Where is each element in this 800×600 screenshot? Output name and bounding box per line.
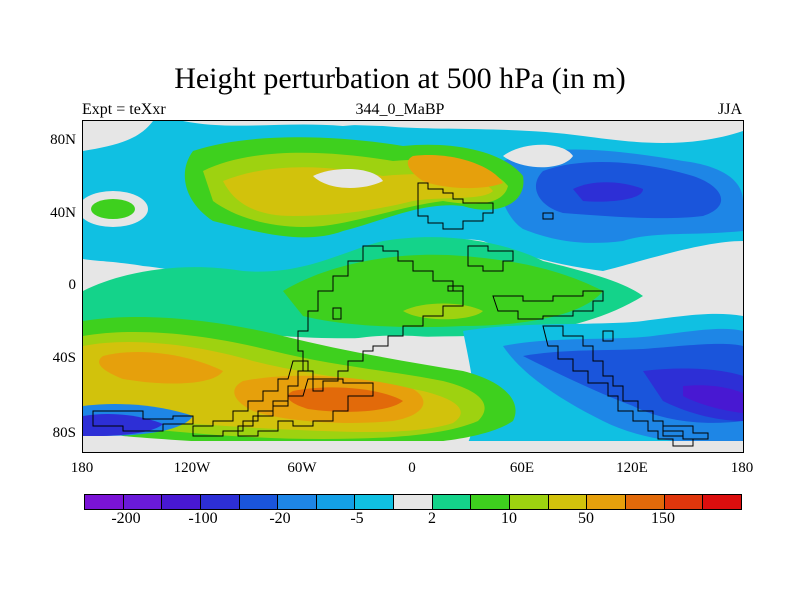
coastline xyxy=(417,182,494,230)
lon-label: 120E xyxy=(616,460,648,476)
colorbar-label: 50 xyxy=(578,510,594,527)
colorbar-swatch xyxy=(162,495,201,509)
coastline xyxy=(447,285,464,292)
colorbar-swatch xyxy=(200,495,240,509)
colorbar-label: -5 xyxy=(350,510,364,527)
lon-label: 180 xyxy=(730,460,754,476)
coastline xyxy=(542,212,554,220)
contour-region xyxy=(283,254,603,328)
lat-label: 40N xyxy=(50,205,76,221)
colorbar-swatch xyxy=(664,495,704,509)
lon-label: 0 xyxy=(408,460,416,476)
colorbar-label: -20 xyxy=(269,510,291,527)
colorbar-swatch xyxy=(625,495,665,509)
lat-label: 80N xyxy=(50,132,76,148)
colorbar-label: -200 xyxy=(111,510,141,527)
colorbar-swatch xyxy=(239,495,279,509)
contour-region xyxy=(288,387,403,412)
colorbar-swatch xyxy=(548,495,588,509)
lat-label: 0 xyxy=(68,277,77,293)
lat-label: 40S xyxy=(52,350,76,366)
colorbar-swatch xyxy=(123,495,163,509)
contour-region xyxy=(83,121,153,151)
lat-label: 80S xyxy=(52,425,76,441)
chart-title: Height perturbation at 500 hPa (in m) xyxy=(174,62,626,95)
period-label: 344_0_MaBP xyxy=(355,101,445,118)
coastline xyxy=(467,245,514,272)
colorbar-swatch xyxy=(316,495,356,509)
lon-label: 60W xyxy=(287,460,317,476)
coastline xyxy=(662,425,709,440)
contour-region xyxy=(407,155,503,189)
colorbar-label: 150 xyxy=(651,510,675,527)
coastline xyxy=(192,360,309,437)
colorbar-label: 10 xyxy=(501,510,517,527)
colorbar-swatch xyxy=(432,495,472,509)
coastline xyxy=(297,245,464,392)
colorbar-swatch xyxy=(510,495,549,509)
colorbar-swatch xyxy=(394,495,433,509)
lon-label: 180 xyxy=(70,460,94,476)
continent-outlines xyxy=(92,182,709,447)
contour-region xyxy=(503,144,573,168)
coastline xyxy=(237,378,374,437)
contour-map xyxy=(82,120,744,453)
contour-region xyxy=(91,199,135,219)
contour-region xyxy=(343,335,483,358)
colorbar-swatch xyxy=(471,495,511,509)
colorbar-swatch xyxy=(587,495,626,509)
lon-label: 120W xyxy=(173,460,211,476)
colorbar-swatch xyxy=(278,495,317,509)
lon-label: 60E xyxy=(509,460,535,476)
colorbar-swatch xyxy=(355,495,395,509)
coastline xyxy=(332,307,342,320)
contour-field xyxy=(83,121,743,452)
colorbar-swatch xyxy=(85,495,124,509)
coastline xyxy=(492,290,604,320)
season-label: JJA xyxy=(717,101,742,118)
coastline xyxy=(602,330,614,342)
contour-region xyxy=(573,182,643,202)
coastline xyxy=(92,410,194,432)
contour-region xyxy=(313,169,383,188)
contour-region xyxy=(683,385,743,413)
colorbar-label: -100 xyxy=(188,510,218,527)
colorbar-label: 2 xyxy=(428,510,436,527)
colorbar xyxy=(84,494,742,510)
contour-region xyxy=(83,441,743,452)
contour-region xyxy=(233,121,743,143)
experiment-label: Expt = teXxr xyxy=(82,101,166,118)
contour-region xyxy=(99,351,223,384)
colorbar-swatch xyxy=(703,495,741,509)
